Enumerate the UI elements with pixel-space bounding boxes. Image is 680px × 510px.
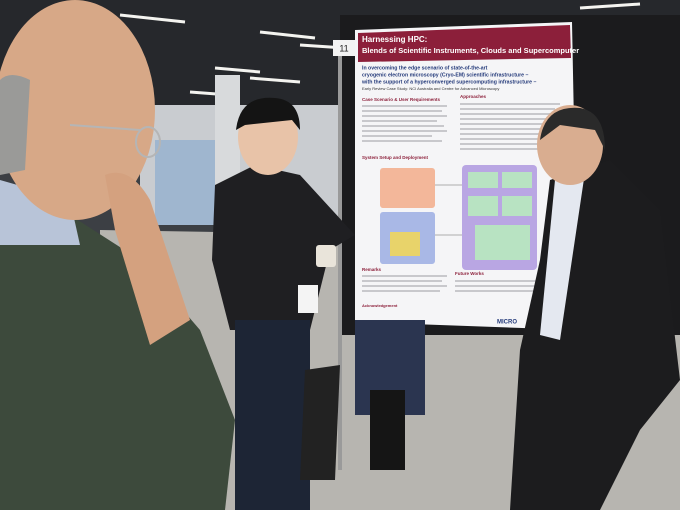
diagram-block	[380, 168, 435, 208]
right-man-shirt	[540, 172, 585, 340]
presenter-jacket	[212, 165, 355, 330]
floor-sign	[370, 390, 405, 470]
section-heading: Approaches	[460, 94, 487, 99]
diagram-block	[475, 225, 530, 260]
left-man-hand	[105, 172, 190, 345]
diagram-block	[468, 196, 498, 216]
poster-subtitle: In overcoming the edge scenario of state…	[362, 65, 488, 71]
body-text-lines	[362, 103, 560, 292]
section-heading: Acknowledgement	[362, 303, 398, 308]
left-man-jacket	[0, 215, 235, 510]
section-heading: Future Works	[455, 271, 484, 276]
left-man-head	[0, 0, 155, 220]
poster-logo: MICRO	[497, 320, 517, 326]
poster-subtitle: cryogenic electron microscopy (Cryo-EM) …	[362, 72, 528, 78]
poster-subtitle: with the support of a hyperconverged sup…	[361, 79, 536, 85]
section-heading: System Setup and Deployment	[362, 155, 429, 160]
right-man-hair	[540, 107, 605, 150]
presenter-hair	[236, 97, 300, 130]
section-heading: Remarks	[362, 267, 382, 272]
number-card	[333, 40, 355, 56]
booth	[155, 140, 215, 225]
diagram-block	[468, 172, 498, 188]
poster-number: 11	[339, 43, 348, 53]
section-heading: Case Scenario & User Requirements	[362, 97, 441, 102]
left-man-glasses	[69, 124, 161, 158]
diagram-block	[502, 196, 532, 216]
diagram-block	[390, 232, 420, 256]
poster-title-bar	[358, 25, 571, 62]
coffee-cup	[316, 245, 336, 267]
poster-subtitle: Early Review Case Study: NCI Australia a…	[362, 86, 499, 91]
name-badge	[298, 285, 318, 313]
diagram-block	[502, 172, 532, 188]
diagram-arrows	[435, 184, 462, 236]
poster-title: Harnessing HPC:	[362, 35, 427, 44]
poster-title: Blends of Scientific Instruments, Clouds…	[362, 46, 579, 55]
left-man-hair	[0, 75, 30, 175]
presenter-trousers	[235, 320, 310, 510]
left-man-collar	[0, 180, 80, 245]
backpack	[300, 365, 340, 480]
